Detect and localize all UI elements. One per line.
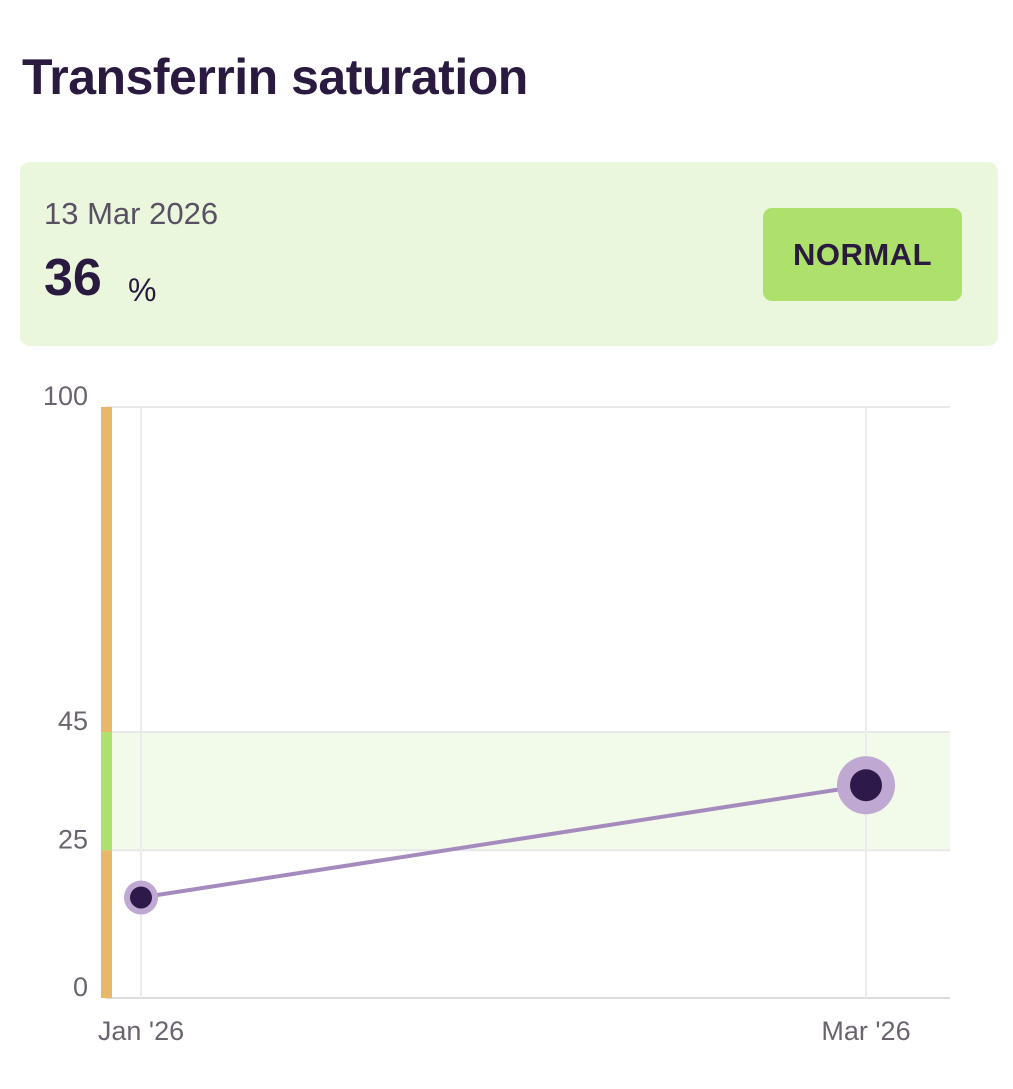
status-badge: NORMAL xyxy=(763,208,962,301)
range-bar-normal xyxy=(101,732,112,851)
y-tick-label-0: 0 xyxy=(73,972,88,1002)
y-axis-tick-labels: 0 25 45 100 xyxy=(43,381,88,1002)
x-tick-label-0: Jan '26 xyxy=(98,1016,184,1046)
normal-range-band xyxy=(112,732,950,851)
page-title: Transferrin saturation xyxy=(22,49,528,105)
gridlines xyxy=(106,406,950,999)
range-bar-high xyxy=(101,407,112,733)
data-point xyxy=(130,886,152,909)
x-axis-tick-labels: Jan '26 Mar '26 xyxy=(98,1016,911,1046)
y-tick-label-45: 45 xyxy=(58,706,88,736)
x-tick-label-1: Mar '26 xyxy=(821,1016,910,1046)
result-value: 36 xyxy=(44,249,102,307)
latest-result-card: 13 Mar 2026 36 % NORMAL xyxy=(20,162,998,346)
result-unit: % xyxy=(128,272,157,308)
result-date: 13 Mar 2026 xyxy=(44,196,219,231)
data-series xyxy=(124,756,895,915)
series-line xyxy=(140,783,867,900)
latest-data-point xyxy=(850,769,882,802)
y-tick-label-25: 25 xyxy=(58,824,88,854)
range-bar-low xyxy=(101,850,112,998)
y-tick-label-100: 100 xyxy=(43,381,88,411)
reference-range-bar xyxy=(101,407,112,998)
